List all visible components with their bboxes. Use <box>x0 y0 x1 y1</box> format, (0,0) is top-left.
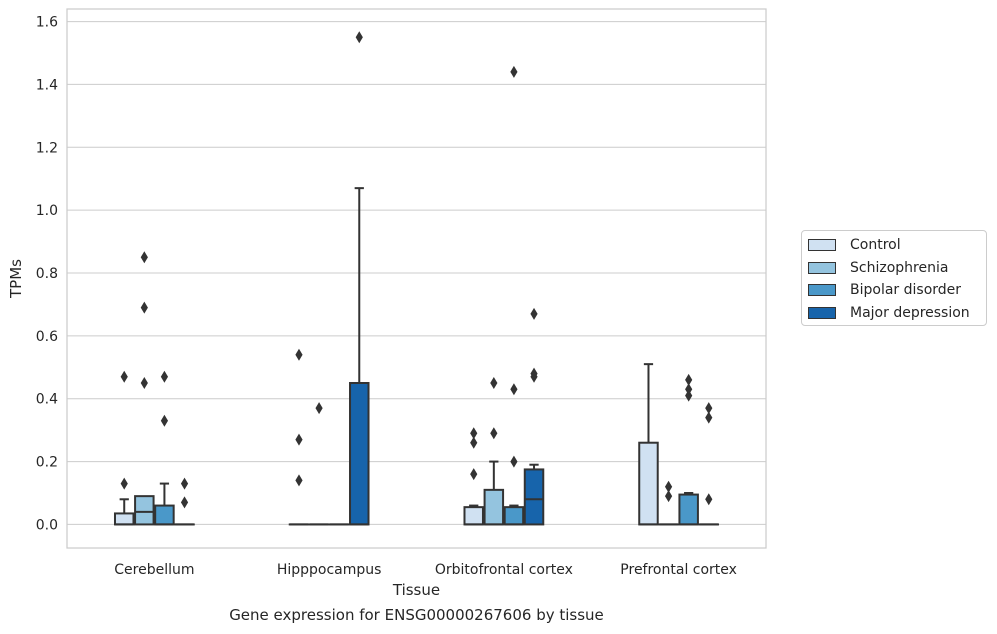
outlier-point <box>295 433 303 446</box>
legend-item: Control <box>808 235 901 255</box>
box-major-depression <box>349 31 370 526</box>
legend-label: Major depression <box>850 304 970 321</box>
legend-label: Control <box>850 237 901 253</box>
x-tick-label: Prefrontal cortex <box>620 562 737 578</box>
outlier-point <box>120 370 128 383</box>
outlier-point <box>160 370 169 383</box>
outlier-point <box>664 490 673 503</box>
box-body <box>523 468 545 526</box>
outlier-point <box>705 402 713 415</box>
box-body <box>483 488 505 526</box>
legend-label: Bipolar disorder <box>850 282 962 298</box>
box-body <box>638 441 659 526</box>
y-tick-label: 1.0 <box>36 203 58 219</box>
outlier-point <box>355 31 363 44</box>
box-schizophrenia <box>483 377 505 526</box>
box-major-depression <box>174 477 195 526</box>
y-tick-label: 1.6 <box>36 15 58 31</box>
box-body <box>349 382 370 526</box>
outlier-point <box>120 477 128 490</box>
box-bipolar-disorder <box>678 373 699 526</box>
y-tick-label: 1.4 <box>36 77 58 93</box>
outlier-point <box>295 474 303 487</box>
outlier-point <box>470 468 478 481</box>
outlier-point <box>315 402 323 415</box>
box-body <box>134 495 155 526</box>
legend-item: Schizophrenia <box>808 258 948 278</box>
y-tick-label: 0.8 <box>36 266 58 282</box>
legend-item: Bipolar disorder <box>808 280 961 300</box>
outlier-point <box>664 480 673 493</box>
x-tick-label: Cerebellum <box>114 562 194 578</box>
box-body <box>463 506 484 526</box>
box-control <box>288 348 310 526</box>
y-tick-label: 0.6 <box>36 329 58 345</box>
outlier-point <box>470 427 478 440</box>
outlier-point <box>140 251 148 264</box>
figure-caption: Gene expression for ENSG00000267606 by t… <box>229 606 604 624</box>
legend-swatch <box>808 261 836 274</box>
box-body <box>113 512 135 526</box>
legend-item: Major depression <box>808 303 970 323</box>
outlier-point <box>510 455 518 468</box>
y-axis-ticks: 0.0 0.2 0.4 0.6 0.8 1.0 1.2 1.4 1.6 <box>36 15 58 534</box>
outlier-point <box>705 411 713 424</box>
y-tick-label: 0.4 <box>36 392 58 408</box>
outlier-point <box>160 414 169 427</box>
legend-swatch <box>808 284 836 296</box>
gridlines <box>67 21 766 525</box>
x-axis-ticks: Cerebellum Hipppocampus Orbitofrontal cort… <box>114 562 737 578</box>
y-tick-label: 0.2 <box>36 455 58 471</box>
x-tick-label: Orbitofrontal cortex <box>435 562 573 578</box>
x-axis-label: Tissue <box>392 581 440 599</box>
box-schizophrenia <box>134 251 155 526</box>
legend: Control Schizophrenia Bipolar disorder Majo… <box>801 230 987 326</box>
box-body <box>503 506 525 526</box>
outlier-point <box>180 496 189 509</box>
outlier-point <box>510 65 518 78</box>
y-tick-label: 1.2 <box>36 140 58 156</box>
plot-frame <box>66 8 767 549</box>
outlier-point <box>490 377 498 389</box>
box-major-depression <box>523 307 545 526</box>
outlier-point <box>180 477 189 490</box>
outlier-point <box>685 389 693 402</box>
outlier-point <box>490 427 498 440</box>
outlier-point <box>510 383 518 396</box>
box-control <box>463 427 484 526</box>
legend-swatch <box>808 239 836 251</box>
outlier-point <box>530 307 538 320</box>
outlier-point <box>470 436 478 449</box>
box-body <box>678 493 699 526</box>
legend-swatch <box>808 306 836 319</box>
outlier-point <box>140 377 148 389</box>
legend-label: Schizophrenia <box>850 259 949 276</box>
box-body <box>154 504 175 526</box>
outlier-point <box>685 373 693 386</box>
box-bipolar-disorder <box>503 65 525 526</box>
outlier-point <box>685 383 693 396</box>
y-tick-label: 0.0 <box>36 517 58 533</box>
x-tick-label: Hipppocampus <box>277 562 382 578</box>
box-bipolar-disorder <box>154 370 175 526</box>
outlier-point <box>530 367 538 380</box>
box-major-depression <box>698 402 720 526</box>
y-axis-label: TPMs <box>7 259 25 299</box>
boxes <box>113 31 720 526</box>
box-control <box>638 363 659 526</box>
outlier-point <box>295 348 303 361</box>
box-control <box>113 370 135 526</box>
outlier-point <box>705 493 713 506</box>
box-schizophrenia <box>658 480 679 526</box>
box-schizophrenia <box>308 402 330 526</box>
outlier-point <box>140 301 148 314</box>
